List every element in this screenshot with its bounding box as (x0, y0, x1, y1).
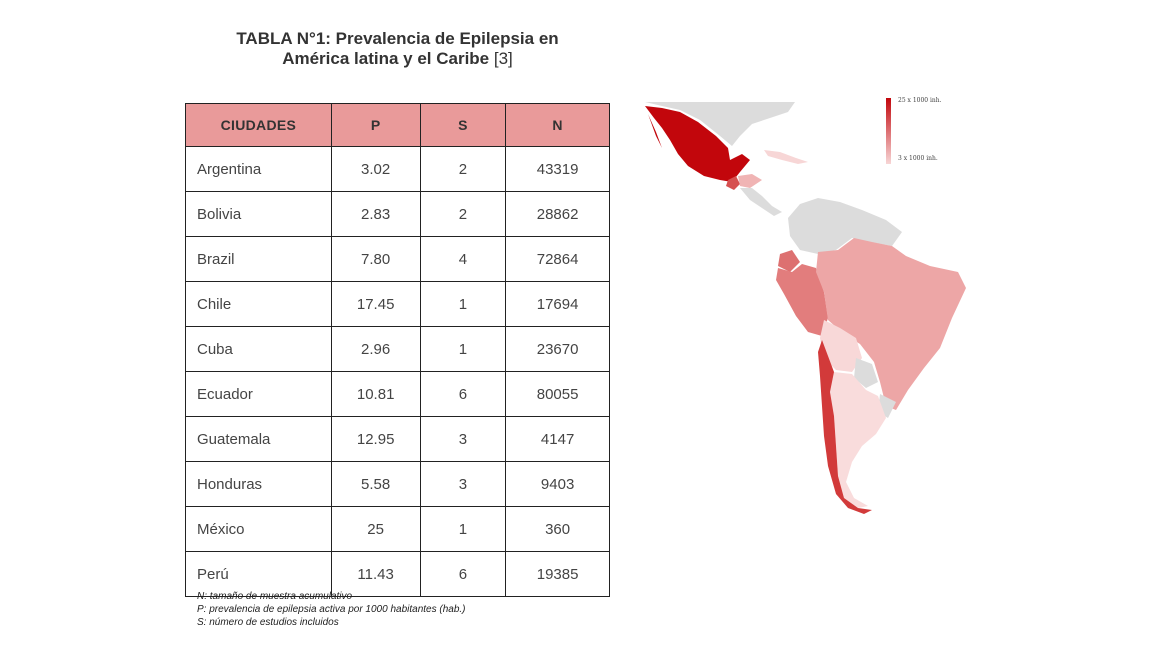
cell-n: 23670 (505, 326, 610, 372)
cell-s: 1 (419, 326, 507, 372)
table-header-row: CIUDADES P S N (185, 103, 610, 147)
prevalence-table: CIUDADES P S N Argentina 3.02 2 43319 Boliv… (185, 103, 610, 597)
cell-n: 17694 (505, 281, 610, 327)
table-row: Bolivia 2.83 2 28862 (185, 191, 610, 237)
map-region-bolivia (820, 320, 862, 372)
cell-country: México (185, 506, 332, 552)
map-region-peru (776, 264, 828, 336)
table-title: TABLA N°1: Prevalencia de Epilepsia en A… (185, 29, 610, 69)
cell-n: 360 (505, 506, 610, 552)
cell-n: 28862 (505, 191, 610, 237)
table-row: Ecuador 10.81 6 80055 (185, 371, 610, 417)
cell-country: Argentina (185, 146, 332, 192)
legend-min-label: 3 x 1000 inh. (898, 155, 938, 162)
header-s: S (419, 103, 507, 147)
cell-p: 7.80 (330, 236, 421, 282)
map-region-honduras (738, 174, 762, 188)
cell-s: 1 (419, 506, 507, 552)
header-n: N (505, 103, 610, 147)
cell-n: 4147 (505, 416, 610, 462)
map-region-mexico (645, 106, 750, 182)
cell-country: Guatemala (185, 416, 332, 462)
latin-america-prevalence-map (645, 102, 966, 514)
cell-country: Ecuador (185, 371, 332, 417)
title-line-1: TABLA N°1: Prevalencia de Epilepsia en (236, 29, 559, 48)
map-region-usa (645, 102, 795, 146)
footnote-n: N: tamaño de muestra acumulativo (197, 591, 353, 602)
map-region-paraguay (854, 358, 878, 388)
cell-country: Cuba (185, 326, 332, 372)
legend-max-label: 25 x 1000 inh. (898, 97, 942, 104)
cell-p: 25 (330, 506, 421, 552)
cell-p: 5.58 (330, 461, 421, 507)
cell-s: 2 (419, 191, 507, 237)
cell-n: 43319 (505, 146, 610, 192)
cell-n: 80055 (505, 371, 610, 417)
table-row: Argentina 3.02 2 43319 (185, 146, 610, 192)
table-row: Guatemala 12.95 3 4147 (185, 416, 610, 462)
map-region-central-america (740, 188, 782, 216)
cell-p: 11.43 (330, 551, 421, 597)
cell-p: 2.83 (330, 191, 421, 237)
header-p: P (330, 103, 421, 147)
map-region-brazil (816, 238, 966, 410)
cell-n: 19385 (505, 551, 610, 597)
title-line-2-text: América latina y el Caribe (282, 49, 490, 68)
map-region-argentina (830, 372, 886, 508)
cell-s: 1 (419, 281, 507, 327)
cell-s: 3 (419, 416, 507, 462)
map-region-guatemala (726, 176, 740, 190)
map-region-chile (818, 340, 872, 514)
table-row: Brazil 7.80 4 72864 (185, 236, 610, 282)
cell-s: 3 (419, 461, 507, 507)
cell-country: Bolivia (185, 191, 332, 237)
footnote-s: S: número de estudios incluidos (197, 617, 339, 628)
table-row: Perú 11.43 6 19385 (185, 551, 610, 597)
cell-p: 2.96 (330, 326, 421, 372)
map-region-cuba (764, 150, 808, 164)
cell-country: Chile (185, 281, 332, 327)
cell-s: 2 (419, 146, 507, 192)
cell-country: Perú (185, 551, 332, 597)
cell-s: 4 (419, 236, 507, 282)
map-region-north-south-america (788, 198, 902, 254)
title-line-2: América latina y el Caribe [3] (185, 49, 610, 69)
cell-country: Honduras (185, 461, 332, 507)
legend-color-scale (886, 98, 891, 164)
footnote-p: P: prevalencia de epilepsia activa por 1… (197, 604, 466, 615)
cell-n: 72864 (505, 236, 610, 282)
table-row: México 25 1 360 (185, 506, 610, 552)
table-row: Chile 17.45 1 17694 (185, 281, 610, 327)
table-footnotes: N: tamaño de muestra acumulativo P: prev… (197, 590, 466, 629)
map-region-ecuador (778, 250, 800, 272)
cell-p: 12.95 (330, 416, 421, 462)
cell-p: 3.02 (330, 146, 421, 192)
cell-country: Brazil (185, 236, 332, 282)
table-row: Cuba 2.96 1 23670 (185, 326, 610, 372)
cell-p: 10.81 (330, 371, 421, 417)
cell-s: 6 (419, 371, 507, 417)
cell-p: 17.45 (330, 281, 421, 327)
table-row: Honduras 5.58 3 9403 (185, 461, 610, 507)
cell-n: 9403 (505, 461, 610, 507)
header-ciudades: CIUDADES (185, 103, 332, 147)
title-reference: [3] (493, 49, 513, 68)
